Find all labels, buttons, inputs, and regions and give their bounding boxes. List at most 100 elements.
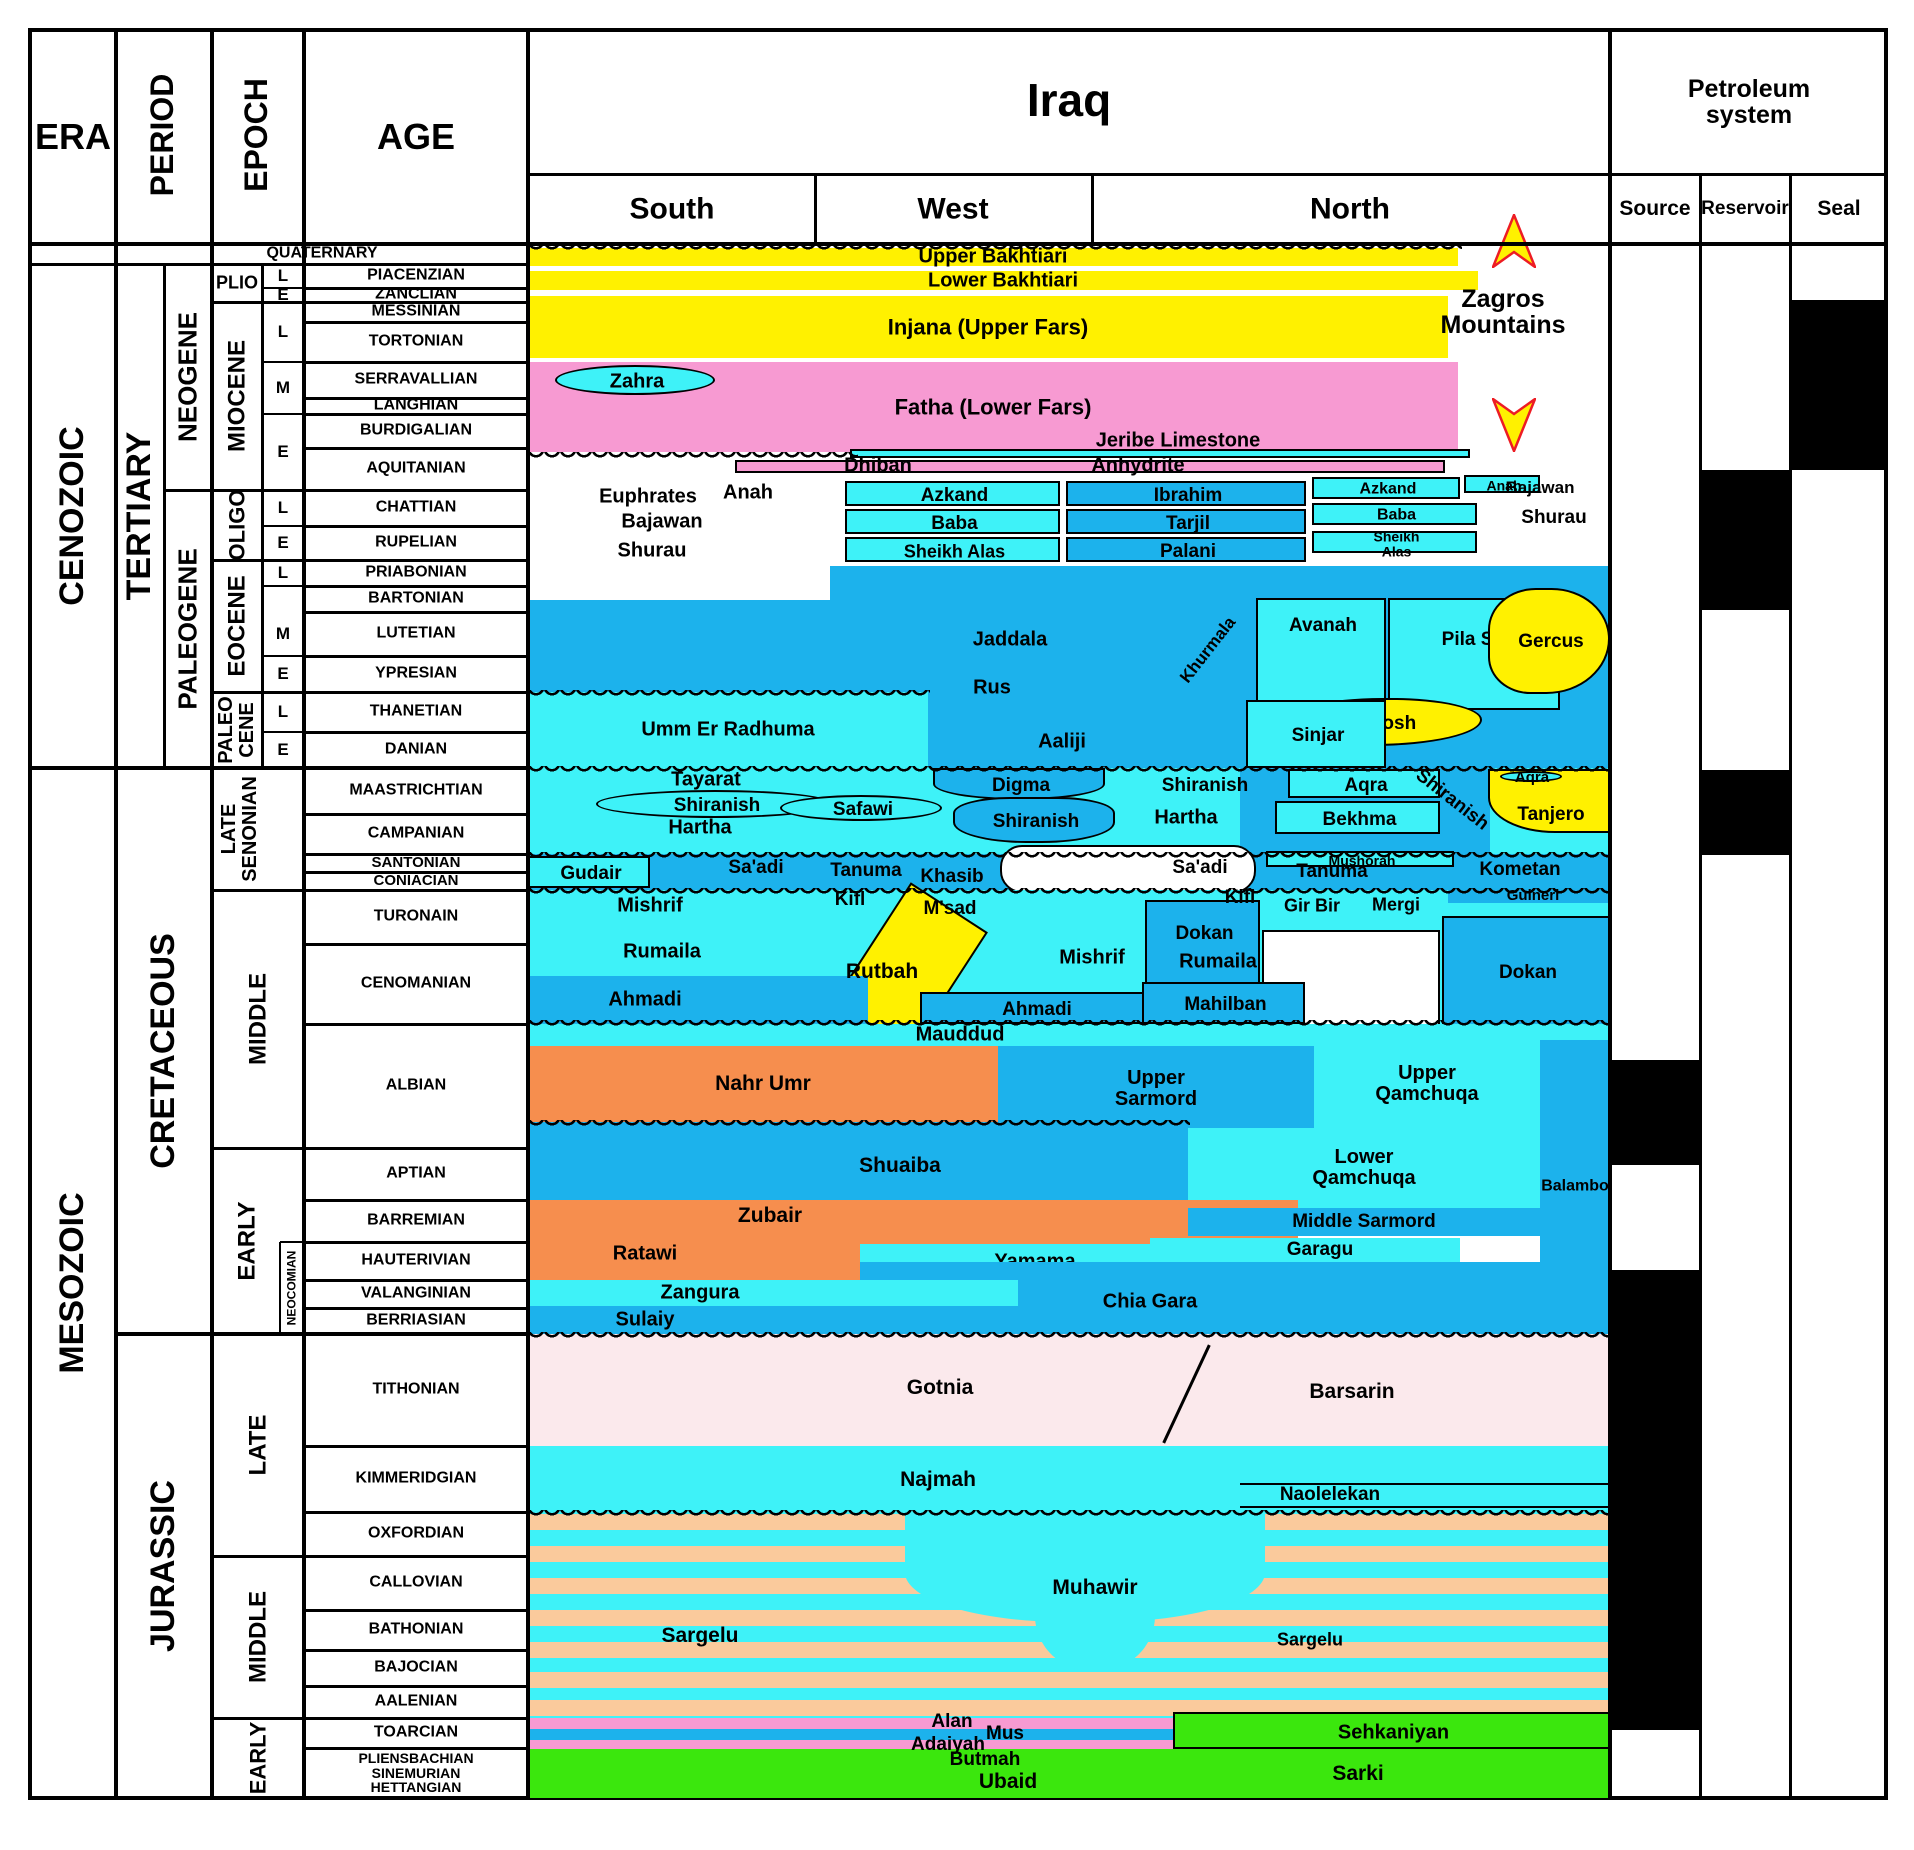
hline-11: [212, 1554, 304, 1558]
text-rumaila-w: Rumaila: [623, 940, 701, 963]
formation-tarjil: Tarjil: [1066, 509, 1306, 534]
epoch-letter-1: E: [277, 285, 289, 305]
formation-balambo: Balambo: [1540, 1040, 1610, 1334]
hline-3: [30, 766, 528, 770]
formation-label-nahr-umr: Nahr Umr: [715, 1071, 811, 1095]
age-label-oxfordian: OXFORDIAN: [368, 1524, 464, 1542]
text-tanuma-n: Tanuma: [1296, 861, 1368, 883]
formation-mus-stripe: [528, 1729, 1173, 1740]
formation-label-baba-w: Baba: [931, 512, 978, 534]
formation-sulaiy: Sulaiy: [528, 1306, 1048, 1334]
age-row-border-26: [304, 1306, 528, 1310]
formation-sheikh-alas-n: Sheikh Alas: [1312, 529, 1477, 558]
text-petroleum-title: Petroleum system: [1687, 74, 1811, 129]
age-label-rupelian: RUPELIAN: [375, 533, 457, 551]
formation-label-bekhma: Bekhma: [1322, 808, 1397, 830]
formation-nahr-umr: Nahr Umr: [528, 1046, 998, 1122]
label-epoch-miocene: MIOCENE: [223, 339, 251, 453]
epoch-letter-6: E: [277, 533, 289, 553]
age-label-valanginian: VALANGINIAN: [361, 1284, 471, 1302]
age-row-border-14: [304, 730, 528, 734]
formation-gotnia-band: [528, 1334, 1610, 1446]
hline-22: [1240, 1506, 1610, 1508]
formation-sargelu-stripe-6: [528, 1672, 1610, 1688]
formation-label-gudair: Gudair: [560, 863, 622, 885]
age-row-border-36: [304, 1796, 528, 1800]
wavy-line-3: [528, 766, 1610, 774]
text-plio: PLIO: [215, 272, 259, 293]
age-row-border-18: [304, 870, 528, 874]
formation-label-dokan-w: Dokan: [1175, 923, 1234, 945]
formation-label-azkand-w: Azkand: [920, 484, 989, 506]
text-zagros: Zagros Mountains: [1440, 284, 1566, 339]
zagros-arrow-down-icon: [1490, 395, 1538, 455]
text-gir-bir: Gir Bir: [1283, 895, 1341, 916]
age-label-zanclian: ZANCLIAN: [375, 285, 457, 303]
formation-shiranish-mid: Shiranish: [953, 797, 1115, 843]
text-quaternary: QUATERNARY: [266, 244, 378, 262]
text-shurau-w: Shurau: [617, 539, 687, 562]
formation-label-injana: Injana (Upper Fars): [887, 314, 1089, 340]
formation-ahmadi-w: Ahmadi: [528, 976, 868, 1024]
formation-sinjar: Sinjar: [1246, 700, 1386, 768]
formation-muhawir-stem: [1035, 1560, 1155, 1672]
text-aaliji: Aaliji: [1038, 730, 1086, 753]
hline-8: [212, 690, 304, 694]
age-row-border-5: [304, 412, 528, 416]
formation-label-mauddud: Mauddud: [915, 1023, 1005, 1046]
age-row-border-25: [304, 1278, 528, 1282]
hline-15: [262, 413, 304, 415]
age-label-bajocian: BAJOCIAN: [374, 1658, 458, 1676]
formation-label-upper-sarmord: Upper Sarmord: [1114, 1067, 1198, 1110]
text-mishrif-w: Mishrif: [617, 894, 683, 917]
formation-label-shiranish-lens-w: Shiranish: [673, 795, 761, 817]
formation-label-umm-er-radhuma: Umm Er Radhuma: [641, 718, 815, 741]
age-label-toarcian: TOARCIAN: [373, 1723, 459, 1741]
formation-label-dokan-e: Dokan: [1498, 962, 1558, 984]
age-label-campanian: CAMPANIAN: [367, 824, 465, 842]
formation-label-zangura: Zangura: [660, 1281, 740, 1304]
vline-5: [162, 264, 166, 768]
formation-label-azkand-n: Azkand: [1359, 480, 1417, 498]
formation-lower-qamchuqa: Lower Qamchuqa: [1188, 1128, 1540, 1208]
text-jeribe-limestone: Jeribe Limestone: [1095, 429, 1261, 452]
epoch-letter-8: M: [275, 624, 291, 644]
label-period-cretaceous: CRETACEOUS: [144, 933, 183, 1169]
text-saadi-w: Sa'adi: [728, 857, 784, 879]
formation-zangura: Zangura: [528, 1280, 1018, 1306]
epoch-letter-10: L: [277, 702, 289, 722]
text-naolelekan: Naolelekan: [1279, 1484, 1381, 1506]
formation-alan-stripe: [528, 1718, 1173, 1729]
hline-5: [164, 488, 304, 492]
formation-label-ibrahim: Ibrahim: [1153, 484, 1223, 506]
wavy-line-2: [528, 690, 930, 698]
formation-label-baba-n: Baba: [1376, 506, 1417, 524]
vline-2: [302, 30, 306, 1798]
petro-band-reservoir-black-late-cretaceous: [1700, 770, 1790, 855]
formation-label-sheikh-alas-w: Sheikh Alas: [903, 541, 1006, 562]
epoch-letter-9: E: [277, 664, 289, 684]
hline-14: [262, 361, 304, 363]
label-period-jurassic: JURASSIC: [144, 1480, 183, 1652]
hline-0: [30, 242, 1888, 246]
formation-baba-w: Baba: [845, 509, 1060, 534]
label-epoch-early-cret: EARLY: [233, 1201, 261, 1281]
formation-label-chia-gara: Chia Gara: [1102, 1290, 1198, 1313]
age-label-aalenian: AALENIAN: [374, 1692, 458, 1710]
text-adaiyah: Adaiyah: [911, 1734, 985, 1756]
epoch-letter-4: E: [277, 442, 289, 462]
icon-zagros-arrow-down: [1490, 395, 1538, 455]
age-row-border-15: [304, 766, 528, 770]
text-age-header: AGE: [376, 116, 456, 158]
text-anhydrite: Anhydrite: [1091, 454, 1185, 477]
age-row-border-0: [304, 286, 528, 290]
age-label-aquitanian: AQUITANIAN: [366, 459, 466, 477]
age-label-turonain: TURONAIN: [373, 907, 459, 925]
formation-label-tanjero: Tanjero: [1517, 804, 1585, 826]
formation-label-mahilban: Mahilban: [1184, 994, 1267, 1016]
age-label-bathonian: BATHONIAN: [368, 1620, 464, 1638]
age-row-border-11: [304, 610, 528, 614]
text-saadi-n: Sa'adi: [1172, 857, 1228, 879]
text-epoch-header: EPOCH: [238, 78, 275, 192]
